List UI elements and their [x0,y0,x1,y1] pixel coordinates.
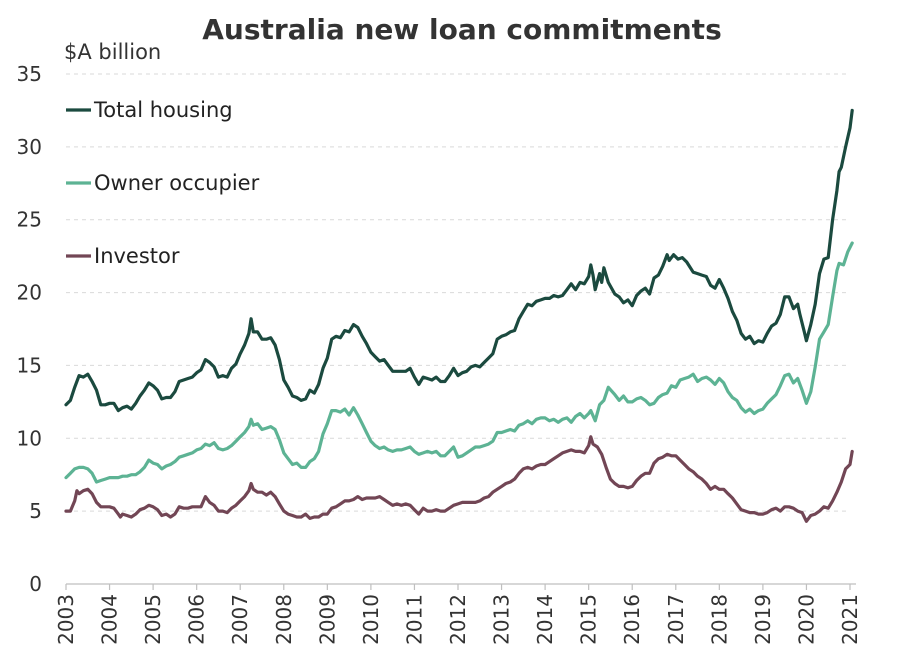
x-axis-ticks: 2003 2004 2005 2006 2007 2008 2009 2010 2011 2012… [54,584,862,645]
legend: Total housing Owner occupier Investor [66,98,260,268]
series-line-owner-occupier [64,241,854,484]
y-tick-label: 35 [17,62,42,86]
x-tick-label: 2014 [533,594,557,645]
legend-item: Owner occupier [66,171,260,195]
x-tick-label: 2005 [141,594,165,645]
x-tick-label: 2003 [54,594,78,645]
legend-label: Owner occupier [94,171,260,195]
series-line-total-housing [64,108,854,413]
x-tick-label: 2012 [446,594,470,645]
y-axis-label: $A billion [64,40,161,64]
y-tick-label: 20 [17,281,42,305]
x-tick-label: 2010 [359,594,383,645]
x-tick-label: 2017 [664,594,688,645]
y-tick-label: 5 [29,499,42,523]
y-tick-label: 30 [17,135,42,159]
y-tick-label: 10 [17,426,42,450]
legend-item: Investor [66,244,180,268]
x-tick-label: 2013 [490,594,514,645]
series-lines [64,108,854,523]
y-tick-label: 25 [17,208,42,232]
x-tick-label: 2011 [402,594,426,645]
x-tick-label: 2016 [620,594,644,645]
legend-item: Total housing [66,98,233,122]
y-tick-label: 0 [29,572,42,596]
y-axis-ticks: 0 5 10 15 20 25 30 35 [17,62,42,596]
legend-label: Investor [94,244,180,268]
legend-label: Total housing [93,98,233,122]
x-tick-label: 2015 [577,594,601,645]
chart-title: Australia new loan commitments [202,13,721,46]
gridlines [66,73,850,512]
y-tick-label: 15 [17,353,42,377]
x-tick-label: 2004 [98,594,122,645]
series-line-investor [64,435,854,523]
x-tick-label: 2008 [272,594,296,645]
x-tick-label: 2020 [794,594,818,645]
x-tick-label: 2018 [707,594,731,645]
x-tick-label: 2007 [228,594,252,645]
x-tick-label: 2021 [838,594,862,645]
x-tick-label: 2009 [315,594,339,645]
x-tick-label: 2006 [185,594,209,645]
x-tick-label: 2019 [751,594,775,645]
